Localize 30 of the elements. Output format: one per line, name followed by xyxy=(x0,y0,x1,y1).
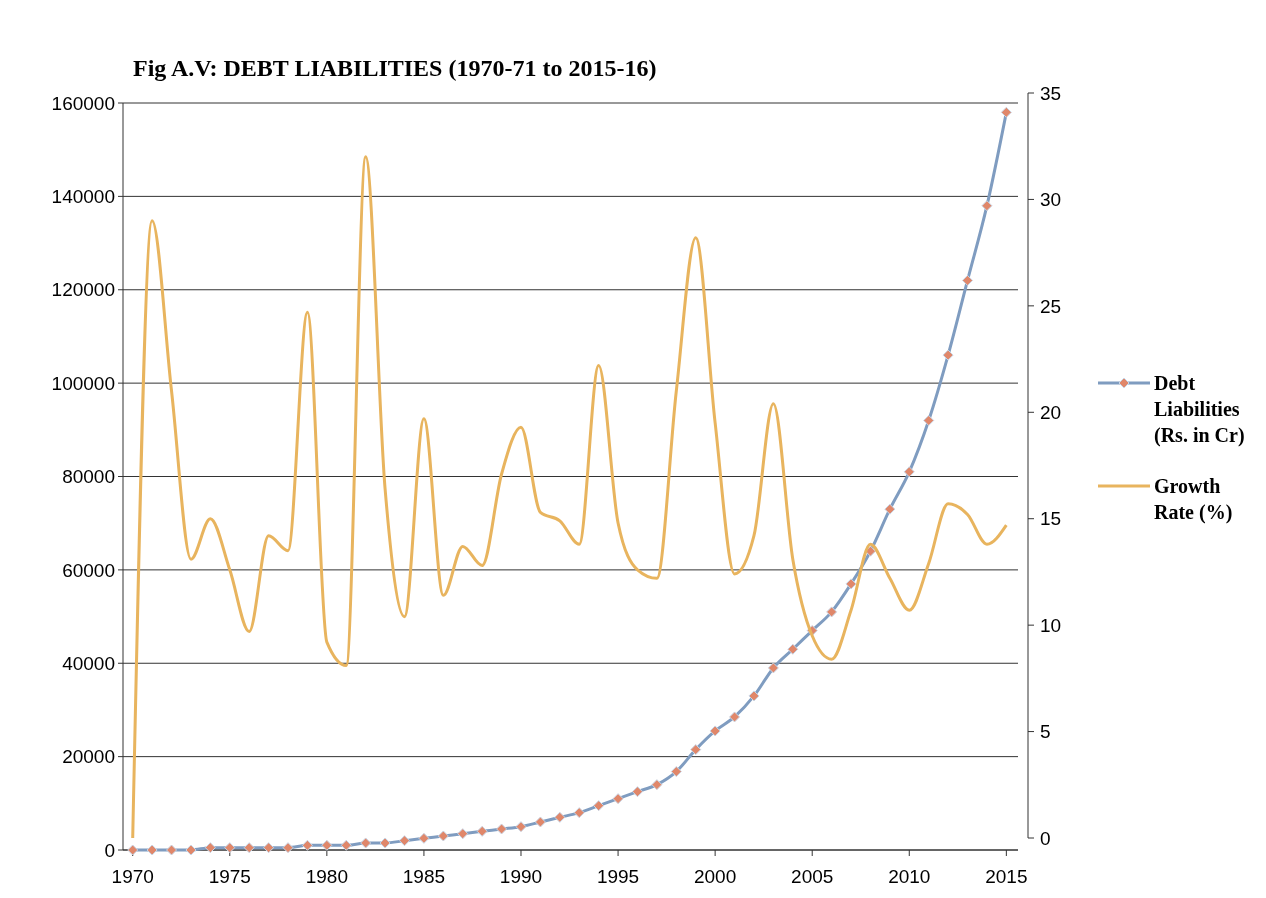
y-tick-label: 20000 xyxy=(62,746,115,768)
y-tick-label: 160000 xyxy=(51,92,115,114)
y2-tick-label: 35 xyxy=(1040,82,1062,104)
y2-tick-label: 15 xyxy=(1040,508,1062,530)
y2-tick-label: 10 xyxy=(1040,614,1062,636)
y2-tick-label: 20 xyxy=(1040,401,1062,423)
y2-tick-label: 5 xyxy=(1040,721,1051,743)
y2-tick-label: 0 xyxy=(1040,827,1051,849)
y-tick-label: 80000 xyxy=(62,466,115,488)
y2-tick-label: 25 xyxy=(1040,295,1062,317)
x-tick-label: 2015 xyxy=(985,866,1028,887)
x-tick-label: 1975 xyxy=(208,866,251,887)
legend-label: Debt Liabilities (Rs. in Cr) xyxy=(1154,372,1245,447)
x-tick-label: 1990 xyxy=(499,866,543,887)
y-tick-label: 0 xyxy=(104,839,115,861)
y-tick-label: 60000 xyxy=(62,559,115,581)
x-tick-label: 2010 xyxy=(888,866,931,887)
y-tick-label: 100000 xyxy=(51,372,115,394)
legend-label: Growth Rate (%) xyxy=(1154,475,1233,524)
x-tick-label: 2005 xyxy=(791,866,834,887)
x-tick-label: 1980 xyxy=(305,866,348,887)
y-tick-label: 140000 xyxy=(51,186,115,208)
x-tick-label: 1985 xyxy=(402,866,446,887)
x-tick-label: 2000 xyxy=(694,866,737,887)
x-tick-label: 1995 xyxy=(596,866,640,887)
chart-title: Fig A.V: DEBT LIABILITIES (1970-71 to 2015-16) xyxy=(133,55,657,81)
y2-tick-label: 30 xyxy=(1040,189,1062,211)
y-tick-label: 120000 xyxy=(51,279,115,301)
y-tick-label: 40000 xyxy=(62,652,115,674)
x-tick-label: 1970 xyxy=(111,866,154,887)
